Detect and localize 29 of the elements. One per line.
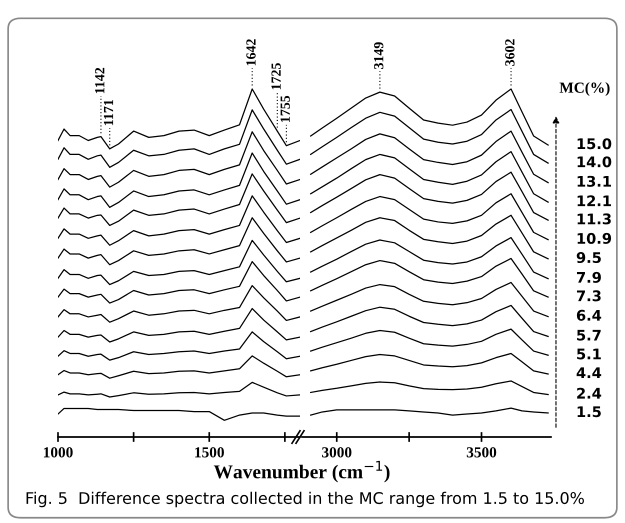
annotation: 3602 xyxy=(505,39,515,66)
annotation: 1642 xyxy=(246,39,256,66)
series-label: 9.5 xyxy=(576,252,601,264)
series-label: 2.4 xyxy=(577,388,602,399)
text: 11.3 xyxy=(578,213,611,224)
legend-title: MC(%) xyxy=(560,82,610,96)
annotation: 1755 xyxy=(280,96,290,122)
series-label: 6.4 xyxy=(576,310,602,321)
text: 14.0 xyxy=(578,156,612,168)
x-tick-label: 3000 xyxy=(322,447,352,458)
series-label: 4.4 xyxy=(576,367,602,378)
text: 1.5 xyxy=(578,406,601,418)
annotation: 3149 xyxy=(374,42,384,69)
series-label: 5.1 xyxy=(577,348,601,360)
x-tick-label: 1500 xyxy=(195,447,224,458)
series-label: 7.9 xyxy=(576,272,601,283)
x-axis-title: Wavenumber (cm$^{−1}$) xyxy=(214,460,390,482)
annotation: 1725 xyxy=(271,63,281,90)
series-label: 5.7 xyxy=(577,330,601,341)
caption: Fig. 5 Difference spectra collected in the MC range from 1.5 to 15.0% xyxy=(26,492,584,508)
series-label: 7.3 xyxy=(576,290,601,302)
annotation: 1171 xyxy=(104,100,114,126)
x-tick-label: 3500 xyxy=(466,447,496,458)
text: 13.1 xyxy=(578,176,611,187)
text: 12.1 xyxy=(578,195,611,206)
x-tick-label: 1000 xyxy=(44,447,73,458)
text: 10.9 xyxy=(578,232,612,244)
annotation: 1142 xyxy=(95,68,104,94)
text: 15.0 xyxy=(578,138,612,150)
